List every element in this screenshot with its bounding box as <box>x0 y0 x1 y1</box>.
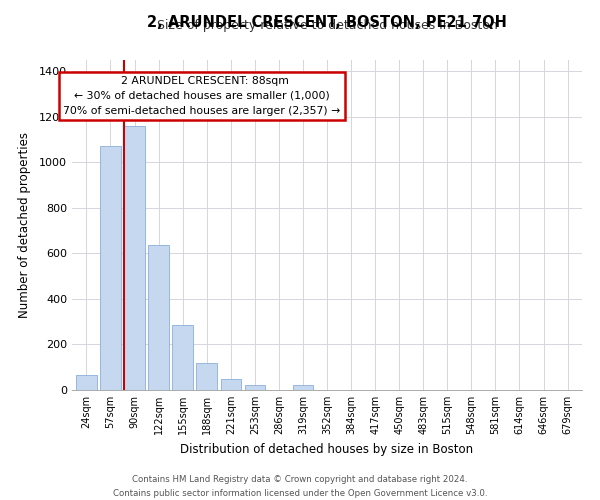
X-axis label: Distribution of detached houses by size in Boston: Distribution of detached houses by size … <box>181 442 473 456</box>
Bar <box>221 379 241 390</box>
Text: Contains HM Land Registry data © Crown copyright and database right 2024.
Contai: Contains HM Land Registry data © Crown c… <box>113 476 487 498</box>
Title: Size of property relative to detached houses in Boston: Size of property relative to detached ho… <box>157 20 497 32</box>
Bar <box>124 126 145 390</box>
Bar <box>100 146 121 390</box>
Bar <box>196 362 217 390</box>
Bar <box>245 385 265 390</box>
Bar <box>172 325 193 390</box>
Y-axis label: Number of detached properties: Number of detached properties <box>17 132 31 318</box>
Bar <box>148 246 169 390</box>
Text: 2 ARUNDEL CRESCENT: 88sqm
← 30% of detached houses are smaller (1,000)
70% of se: 2 ARUNDEL CRESCENT: 88sqm ← 30% of detac… <box>63 76 341 116</box>
Text: 2, ARUNDEL CRESCENT, BOSTON, PE21 7QH: 2, ARUNDEL CRESCENT, BOSTON, PE21 7QH <box>147 15 507 30</box>
Bar <box>293 385 313 390</box>
Bar <box>76 375 97 390</box>
